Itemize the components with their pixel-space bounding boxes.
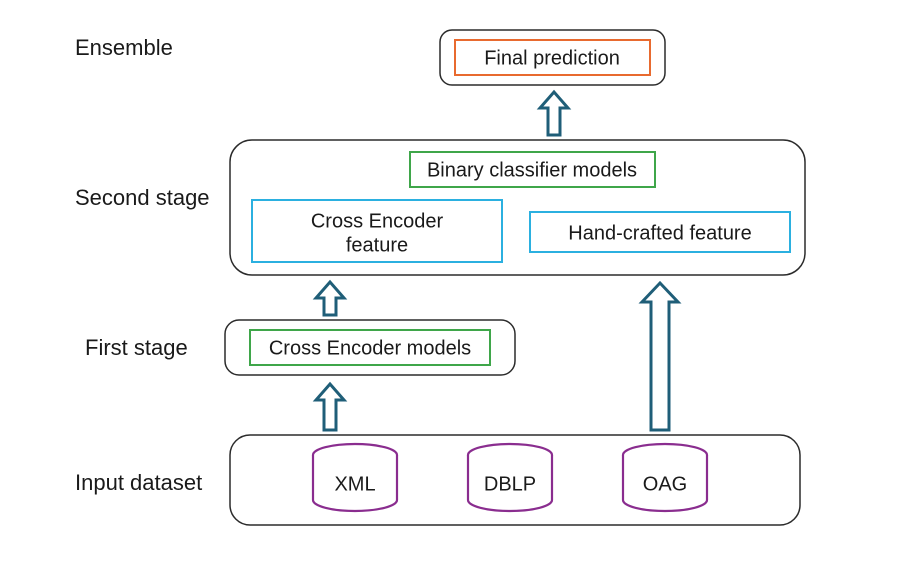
hand-crafted-feature-label: Hand-crafted feature: [568, 222, 751, 244]
binary-classifier-label: Binary classifier models: [427, 159, 637, 181]
arrow-first-to-second: [316, 282, 344, 315]
final-prediction-label: Final prediction: [484, 47, 620, 69]
label-second-stage: Second stage: [75, 185, 210, 210]
dataset-dblp: DBLP: [468, 444, 552, 511]
arrow-second-to-ensemble: [540, 92, 568, 135]
label-ensemble: Ensemble: [75, 35, 173, 60]
dataset-oag: OAG: [623, 444, 707, 511]
dataset-xml-label: XML: [334, 473, 375, 495]
arrow-input-to-first: [316, 384, 344, 430]
architecture-diagram: Ensemble Second stage First stage Input …: [0, 0, 899, 576]
dataset-xml: XML: [313, 444, 397, 511]
cross-encoder-feature-label-2: feature: [346, 234, 408, 256]
cross-encoder-models-label: Cross Encoder models: [269, 337, 471, 359]
arrow-input-to-second: [642, 283, 678, 430]
cross-encoder-feature-label-1: Cross Encoder: [311, 210, 444, 232]
label-first-stage: First stage: [85, 335, 188, 360]
dataset-oag-label: OAG: [643, 473, 687, 495]
dataset-dblp-label: DBLP: [484, 473, 536, 495]
label-input-dataset: Input dataset: [75, 470, 202, 495]
